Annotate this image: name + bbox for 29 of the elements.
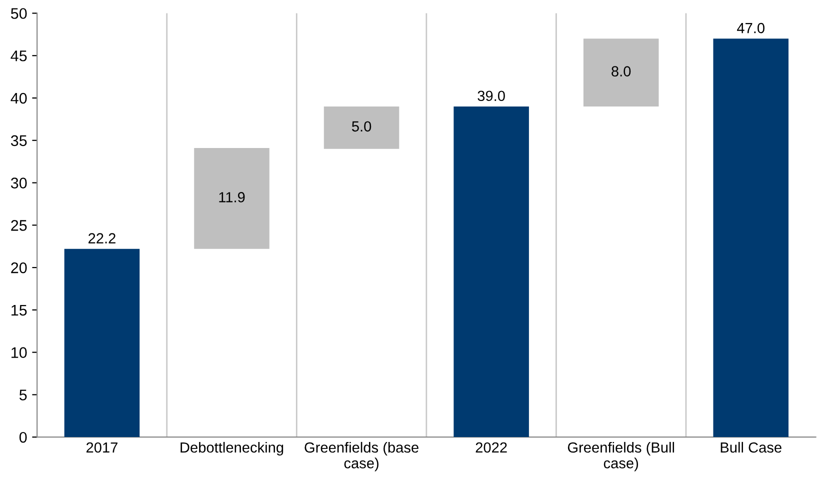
y-tick-label: 0 (19, 432, 27, 443)
x-tick-label: Greenfields (Bull case) (568, 442, 674, 472)
data-label: 47.0 (737, 22, 764, 34)
y-tick-label: 40 (10, 92, 27, 104)
y-tick-label: 15 (12, 304, 27, 316)
bar (454, 106, 529, 438)
data-label: 8.0 (612, 66, 631, 76)
x-tick-label: Bull Case (720, 442, 782, 453)
x-tick-label: Debottlenecking (180, 442, 284, 456)
x-tick-label: 2017 (86, 442, 118, 453)
y-tick-label: 25 (11, 220, 27, 231)
data-label: 5.0 (352, 121, 372, 132)
y-tick-label: 45 (10, 50, 27, 62)
bar (324, 106, 400, 149)
y-tick-label: 10 (12, 347, 27, 358)
bar (64, 248, 140, 438)
x-tick-label: 2022 (476, 442, 507, 453)
y-tick-label: 50 (10, 8, 27, 19)
data-label: 39.0 (478, 90, 505, 102)
y-tick-label: 30 (10, 178, 27, 188)
bar (583, 38, 659, 106)
bar (194, 148, 270, 249)
y-tick-label: 35 (10, 135, 27, 146)
bar (713, 38, 789, 438)
y-tick-label: 20 (11, 262, 27, 274)
data-label: 11.9 (219, 192, 245, 202)
y-tick-label: 5 (19, 390, 27, 400)
data-label: 22.2 (88, 233, 116, 244)
x-tick-label: Greenfields (base case) (304, 442, 418, 472)
